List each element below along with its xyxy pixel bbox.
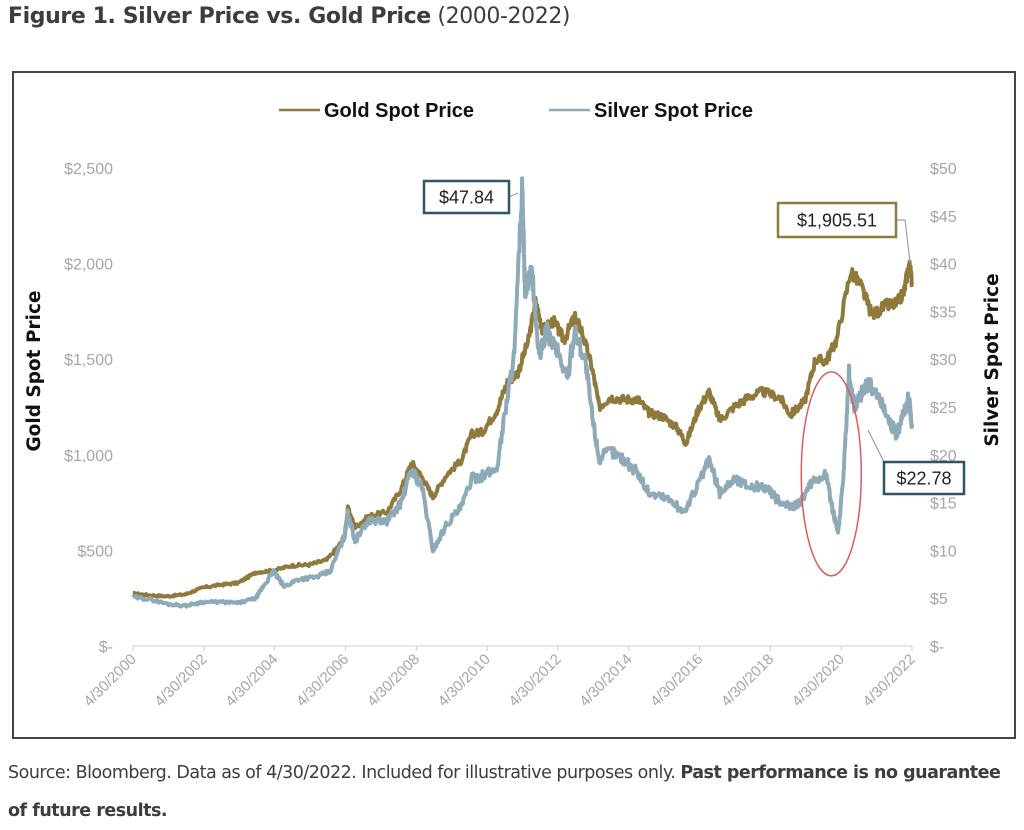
x-tick-label: 4/30/2000 — [81, 651, 140, 710]
x-axis: 4/30/2000 4/30/2002 4/30/2004 4/30/2006 4/30… — [81, 645, 919, 710]
figure-title-main: Figure 1. Silver Price vs. Gold Price — [8, 4, 431, 29]
x-tick-label: 4/30/2020 — [789, 651, 848, 710]
annotation-value: $1,905.51 — [797, 211, 877, 231]
legend-label-silver: Silver Spot Price — [594, 100, 753, 122]
y-right-tick-label: $50 — [930, 161, 957, 178]
annotation-box — [776, 201, 898, 239]
annotation-layer: $47.84 $1,905.51 $22.78 — [422, 179, 966, 496]
y-left-tick-label: $1,500 — [64, 352, 113, 369]
highlight-ellipse — [800, 371, 863, 577]
y-right-tick-label: $25 — [930, 400, 957, 417]
chart-frame — [12, 71, 1016, 739]
annotation-value: $47.84 — [439, 188, 494, 208]
annotation-box — [422, 179, 511, 215]
source-note: Source: Bloomberg. Data as of 4/30/2022.… — [8, 754, 1018, 830]
y-right-tick-label: $- — [930, 639, 944, 656]
y-right-tick-label: $40 — [930, 257, 957, 274]
x-tick-label: 4/30/2014 — [576, 651, 635, 710]
y-left-tick-label: $2,000 — [64, 257, 113, 274]
y-left-tick-label: $- — [99, 639, 113, 656]
series-line-gold — [132, 259, 914, 599]
x-tick-label: 4/30/2012 — [506, 651, 565, 710]
y-right-tick-label: $35 — [930, 304, 957, 321]
y-right-tick-label: $5 — [930, 591, 948, 608]
x-tick-label: 4/30/2008 — [364, 651, 423, 710]
y-axis-right-title: Silver Spot Price — [982, 273, 1003, 446]
x-tick-label: 4/30/2022 — [860, 651, 919, 710]
series-layer — [131, 176, 914, 609]
y-right-tick-label: $45 — [930, 209, 957, 226]
annotation-leader-line — [508, 192, 519, 198]
x-tick-label: 4/30/2010 — [435, 651, 494, 710]
x-tick-label: 4/30/2018 — [718, 651, 777, 710]
annotation-leader-line — [867, 429, 885, 463]
y-left-tick-label: $2,500 — [64, 161, 113, 178]
series-line-silver — [131, 176, 914, 609]
annotation-silver-callout: $47.84 — [422, 179, 519, 215]
y-axis-left-title: Gold Spot Price — [24, 290, 45, 451]
figure-title: Figure 1. Silver Price vs. Gold Price (2… — [8, 4, 571, 29]
y-axis-right-ticks: $- $5 $10 $15 $20 $25 $30 $35 $40 $45 $50 — [930, 161, 957, 656]
annotation-silver-callout: $22.78 — [867, 429, 966, 496]
legend-label-gold: Gold Spot Price — [324, 100, 474, 122]
y-left-tick-label: $500 — [77, 543, 113, 560]
y-right-tick-label: $20 — [930, 448, 957, 465]
annotation-box — [882, 460, 966, 496]
x-tick-label: 4/30/2002 — [151, 651, 210, 710]
y-right-tick-label: $10 — [930, 543, 957, 560]
x-tick-label: 4/30/2016 — [647, 651, 706, 710]
x-tick-label: 4/30/2004 — [222, 651, 281, 710]
legend: Gold Spot Price Silver Spot Price — [279, 100, 753, 122]
y-right-tick-label: $30 — [930, 352, 957, 369]
disclaimer-text: Past performance is no guarantee of futu… — [8, 763, 1001, 821]
y-left-tick-label: $1,000 — [64, 448, 113, 465]
x-tick-label: 4/30/2006 — [293, 651, 352, 710]
figure-title-years: (2000-2022) — [437, 4, 571, 29]
annotation-gold-callout: $1,905.51 — [776, 201, 911, 263]
annotation-value: $22.78 — [896, 469, 951, 489]
source-text: Source: Bloomberg. Data as of 4/30/2022.… — [8, 763, 676, 783]
annotation-leader-line — [896, 219, 911, 263]
y-axis-left-ticks: $- $500 $1,000 $1,500 $2,000 $2,500 — [64, 161, 113, 656]
y-right-tick-label: $15 — [930, 496, 957, 513]
